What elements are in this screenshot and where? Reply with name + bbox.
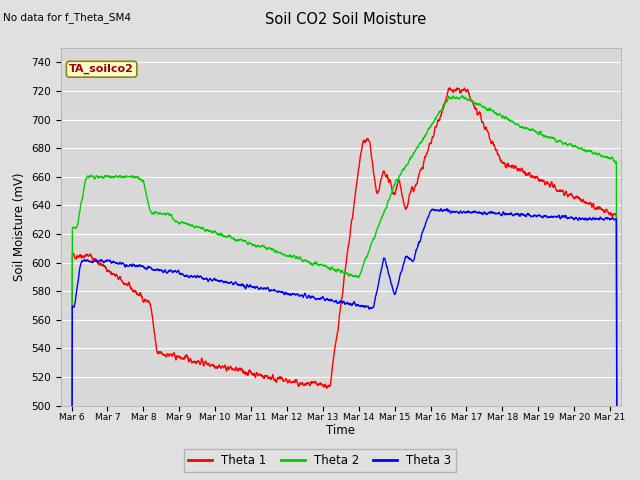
Theta 1 xyxy=(95,262,103,268)
Theta 2 xyxy=(598,154,605,159)
Theta 2 xyxy=(333,267,340,273)
Theta 1 xyxy=(446,85,454,91)
Theta 1 xyxy=(598,206,605,212)
Theta 1 xyxy=(333,333,340,339)
Theta 3 xyxy=(437,206,445,212)
Theta 3 xyxy=(333,300,340,305)
Theta 3 xyxy=(598,216,605,221)
Theta 2 xyxy=(498,114,506,120)
Theta 2 xyxy=(95,174,103,180)
Theta 3 xyxy=(319,294,326,300)
Legend: Theta 1, Theta 2, Theta 3: Theta 1, Theta 2, Theta 3 xyxy=(184,449,456,472)
X-axis label: Time: Time xyxy=(326,424,355,437)
Theta 1 xyxy=(598,206,605,212)
Theta 2 xyxy=(598,154,605,159)
Theta 1 xyxy=(498,158,506,164)
Theta 1 xyxy=(319,382,326,388)
Text: No data for f_Theta_SM4: No data for f_Theta_SM4 xyxy=(3,12,131,23)
Theta 2 xyxy=(319,262,326,268)
Y-axis label: Soil Moisture (mV): Soil Moisture (mV) xyxy=(13,172,26,281)
Line: Theta 1: Theta 1 xyxy=(72,88,617,480)
Line: Theta 2: Theta 2 xyxy=(72,96,617,480)
Theta 3 xyxy=(95,258,103,264)
Line: Theta 3: Theta 3 xyxy=(72,209,617,480)
Theta 3 xyxy=(498,213,506,218)
Theta 3 xyxy=(598,216,605,222)
Text: TA_soilco2: TA_soilco2 xyxy=(69,64,134,74)
Text: Soil CO2 Soil Moisture: Soil CO2 Soil Moisture xyxy=(265,12,426,27)
Theta 2 xyxy=(459,93,467,99)
